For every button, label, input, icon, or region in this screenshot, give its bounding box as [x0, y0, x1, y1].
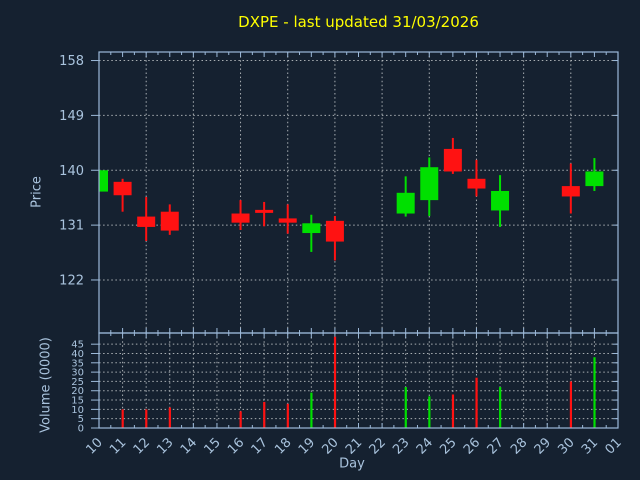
volume-tick-label: 10 [71, 405, 84, 416]
volume-bar-day-24 [428, 396, 431, 428]
candle-body [278, 218, 297, 223]
x-tick-label: 27 [485, 435, 507, 457]
x-tick-label: 31 [579, 435, 601, 457]
volume-bar-day-17 [263, 401, 266, 428]
x-tick-label: 28 [508, 435, 530, 457]
x-tick-label: 01 [603, 435, 625, 457]
volume-bars-layer [121, 336, 596, 428]
volume-bar-day-27 [499, 387, 502, 428]
volume-bar-day-20 [333, 336, 337, 428]
x-tick-label: 15 [201, 435, 223, 457]
candle-day-11 [113, 178, 132, 212]
candle-body [467, 178, 486, 189]
x-tick-label: 11 [107, 435, 129, 457]
candle-body [99, 170, 108, 192]
volume-tick-label: 0 [78, 424, 84, 435]
price-tick-label: 131 [59, 219, 84, 234]
x-tick-label: 26 [461, 435, 483, 457]
candle-day-25 [443, 137, 462, 174]
x-tick-label: 21 [343, 435, 365, 457]
candle-day-27 [491, 175, 510, 227]
x-tick-label: 19 [296, 435, 318, 457]
x-tick-label: 14 [178, 435, 200, 457]
x-tick-label: 20 [319, 435, 341, 457]
x-tick-label: 23 [390, 435, 412, 457]
volume-tick-label: 30 [71, 368, 84, 379]
x-tick-label: 25 [437, 435, 459, 457]
volume-tick-label: 45 [71, 340, 84, 351]
candle-day-12 [137, 197, 156, 241]
x-tick-label: 24 [414, 435, 436, 457]
volume-bar-day-13 [168, 407, 171, 428]
volume-pane-border [98, 332, 619, 429]
volume-tick-label: 25 [71, 377, 84, 388]
grid-layer [99, 52, 618, 428]
candle-day-19 [302, 214, 321, 252]
candle-body [396, 192, 415, 214]
price-tick-label: 149 [59, 109, 84, 124]
candle-body [443, 148, 462, 172]
candle-body [561, 186, 580, 197]
candle-day-17 [255, 201, 274, 227]
x-tick-label: 29 [532, 435, 554, 457]
volume-bar-day-18 [286, 403, 289, 428]
candle-wick [475, 159, 478, 197]
volume-bar-day-25 [451, 394, 455, 428]
candle-day-20 [325, 215, 344, 261]
price-tick-label: 158 [59, 54, 84, 69]
volume-bar-day-31 [593, 357, 596, 428]
volume-bar-day-16 [239, 411, 242, 428]
candle-body [160, 211, 179, 231]
x-tick-label: 10 [84, 435, 106, 457]
volume-tick-label: 40 [71, 349, 84, 360]
candle-day-31 [585, 158, 604, 191]
candle-day-30 [561, 163, 580, 214]
candle-body [302, 223, 321, 234]
candle-body [585, 171, 604, 187]
volume-bar-day-30 [569, 381, 573, 428]
candle-day-26 [467, 159, 486, 197]
x-tick-label: 18 [272, 435, 294, 457]
volume-bar-day-26 [475, 377, 478, 428]
volume-bar-day-11 [121, 409, 124, 428]
candle-body [420, 167, 439, 201]
volume-tick-label: 35 [71, 358, 84, 369]
candle-day-23 [396, 176, 415, 217]
x-tick-label: 12 [131, 435, 153, 457]
candle-body [231, 213, 250, 223]
x-tick-label: 22 [367, 435, 389, 457]
x-tick-label: 16 [225, 435, 247, 457]
volume-tick-label: 5 [78, 414, 84, 425]
volume-bar-day-23 [404, 387, 407, 428]
price-pane-border [98, 51, 619, 334]
volume-tick-label: 15 [71, 396, 84, 407]
candle-wick [310, 214, 313, 252]
x-tick-label: 30 [555, 435, 577, 457]
candle-body [113, 181, 132, 196]
volume-bar-day-19 [310, 392, 313, 428]
chart-title: DXPE - last updated 31/03/2026 [238, 13, 479, 31]
candles-layer [99, 137, 604, 261]
candle-body [255, 209, 274, 213]
candle-body [491, 190, 510, 211]
candle-day-18 [278, 204, 297, 234]
x-tick-label: 17 [249, 435, 271, 457]
candle-wick [263, 201, 266, 227]
candle-day-16 [231, 200, 250, 230]
price-tick-label: 122 [59, 273, 84, 288]
volume-tick-label: 20 [71, 386, 84, 397]
candle-body [325, 220, 344, 242]
x-tick-label: 13 [154, 435, 176, 457]
volume-bar-day-12 [145, 409, 148, 428]
day-axis-label: Day [339, 456, 365, 472]
price-tick-label: 140 [59, 164, 84, 179]
candle-body [137, 216, 156, 227]
candle-day-13 [160, 204, 179, 235]
candle-day-24 [420, 157, 439, 216]
